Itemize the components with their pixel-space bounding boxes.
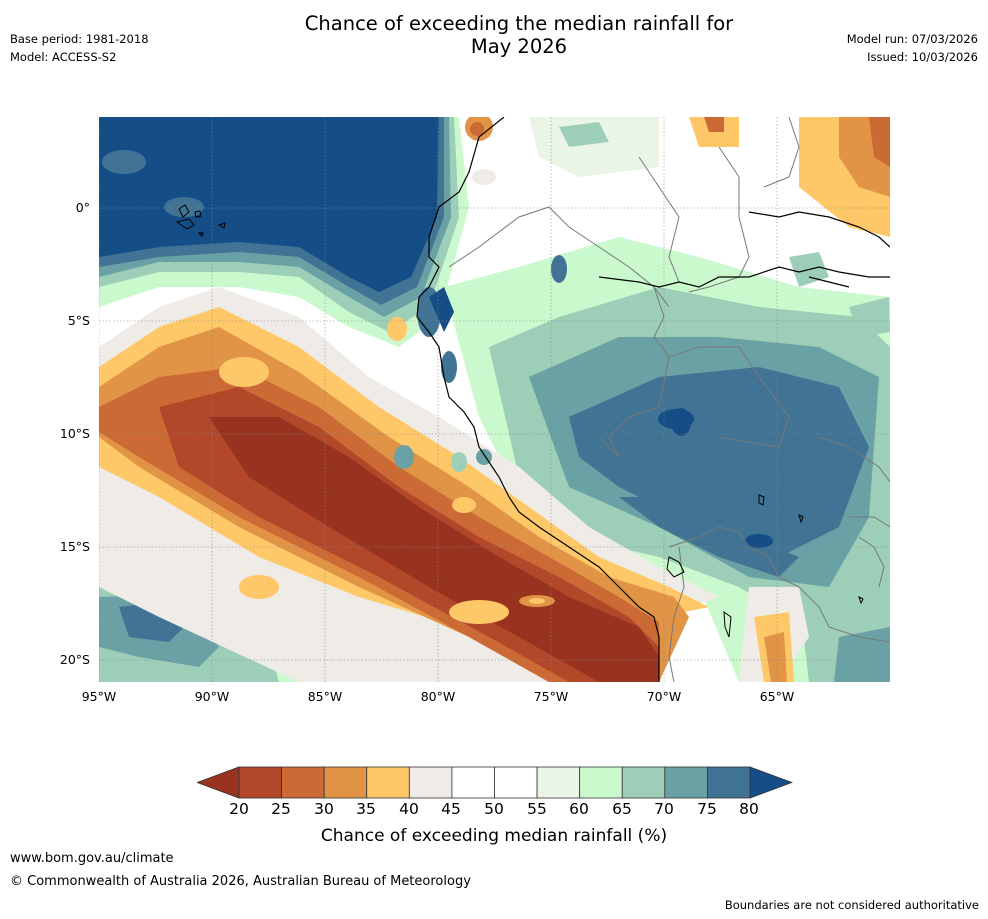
map-title: Chance of exceeding the median rainfall … <box>0 12 988 58</box>
colorbar-segment <box>579 766 623 799</box>
lat-label-5s: 5°S <box>67 313 90 328</box>
colorbar-tick: 45 <box>441 800 461 818</box>
meta-left: Base period: 1981-2018 Model: ACCESS-S2 <box>10 30 149 66</box>
model-name: Model: ACCESS-S2 <box>10 50 117 64</box>
lakes <box>666 494 864 638</box>
model-run: Model run: 07/03/2026 <box>846 32 978 46</box>
gridlines <box>99 117 890 682</box>
colorbar-tick: 65 <box>612 800 632 818</box>
lat-label-0: 0° <box>75 200 90 215</box>
colorbar-tick: 25 <box>271 800 291 818</box>
north-patches <box>529 117 890 337</box>
colorbar-segment <box>494 766 538 799</box>
colorbar-tick: 50 <box>484 800 504 818</box>
colorbar-segment <box>621 766 666 799</box>
pacific-wet-plume <box>99 117 469 347</box>
colorbar-segment <box>707 766 751 799</box>
lon-label-90w: 90°W <box>194 689 230 704</box>
colorbar-segment <box>664 766 708 799</box>
title-line-2: May 2026 <box>470 35 568 58</box>
colorbar-tick: 30 <box>314 800 334 818</box>
issued-date: Issued: 10/03/2026 <box>867 50 978 64</box>
colorbar-low-arrow <box>195 766 240 799</box>
colorbar-tick: 80 <box>739 800 759 818</box>
colorbar-tick: 70 <box>654 800 674 818</box>
colorbar-segment <box>323 766 368 799</box>
colorbar-tick: 60 <box>569 800 589 818</box>
colorbar-segment <box>408 766 453 799</box>
colorbar-tick: 75 <box>697 800 717 818</box>
galapagos-islands <box>175 204 226 237</box>
colorbar-tick: 20 <box>229 800 249 818</box>
lon-label-75w: 75°W <box>533 689 569 704</box>
lat-label-15s: 15°S <box>59 539 90 554</box>
lon-label-95w: 95°W <box>81 689 117 704</box>
base-period: Base period: 1981-2018 <box>10 32 149 46</box>
footer-copyright: © Commonwealth of Australia 2026, Austra… <box>10 874 471 889</box>
rainfall-map <box>99 117 890 682</box>
title-line-1: Chance of exceeding the median rainfall … <box>304 12 734 35</box>
coastal-details <box>387 117 496 513</box>
colorbar <box>195 766 794 799</box>
footer-note: Boundaries are not considered authoritat… <box>724 898 979 912</box>
meta-right: Model run: 07/03/2026 Issued: 10/03/2026 <box>847 30 978 66</box>
southeast-wet-region <box>739 587 890 682</box>
colorbar-segment <box>451 766 495 799</box>
colorbar-tick: 40 <box>399 800 419 818</box>
colorbar-tick: 55 <box>527 800 547 818</box>
lon-label-65w: 65°W <box>759 689 795 704</box>
lon-label-70w: 70°W <box>646 689 682 704</box>
colorbar-segment <box>238 766 282 799</box>
amazon-wet-zone <box>569 367 869 557</box>
lon-label-80w: 80°W <box>420 689 456 704</box>
colorbar-segment <box>281 766 325 799</box>
national-borders <box>448 117 890 682</box>
colorbar-high-arrow <box>749 766 794 799</box>
colorbar-segment <box>536 766 581 799</box>
colorbar-graphic <box>195 766 794 799</box>
lon-label-85w: 85°W <box>307 689 343 704</box>
lat-label-10s: 10°S <box>59 426 90 441</box>
inland-wet-region <box>444 237 890 682</box>
colorbar-segment <box>366 766 410 799</box>
colorbar-tick: 35 <box>356 800 376 818</box>
map-canvas <box>99 117 890 682</box>
footer-url: www.bom.gov.au/climate <box>10 851 174 866</box>
lat-label-20s: 20°S <box>59 652 90 667</box>
colorbar-title: Chance of exceeding median rainfall (%) <box>320 826 668 846</box>
coastlines <box>416 117 890 682</box>
